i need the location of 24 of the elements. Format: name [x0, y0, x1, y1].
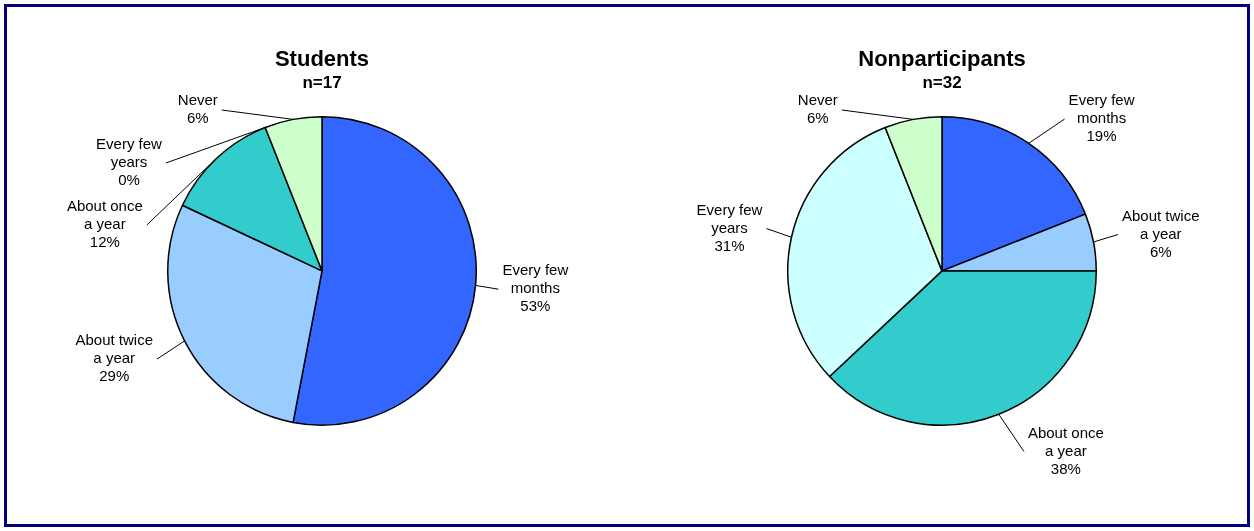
slice-label: About twice a year	[75, 331, 153, 367]
data-label: 53%	[520, 297, 551, 315]
data-label: 12%	[89, 233, 120, 251]
data-label: 29%	[99, 367, 130, 385]
slice-label: Never	[177, 91, 218, 109]
data-label: 6%	[1149, 242, 1172, 260]
chart-title: Nonparticipants	[858, 46, 1026, 72]
category-label: Every few years	[96, 135, 162, 171]
data-label: 38%	[1050, 459, 1081, 477]
slice-label: Every few months	[1068, 91, 1135, 127]
data-label: 31%	[714, 236, 745, 254]
chart-subtitle: n=32	[922, 73, 962, 93]
text: 0%	[118, 171, 140, 189]
data-label: 6%	[186, 109, 209, 127]
slice-label: Every few months	[502, 261, 569, 297]
chart-title: Students	[274, 46, 370, 72]
data-label: 19%	[1086, 127, 1117, 145]
slice-label: Every few years	[696, 200, 763, 236]
slice-label: About twice a year	[1121, 206, 1200, 242]
data-label: 6%	[806, 109, 829, 127]
chart-subtitle: n=17	[302, 73, 342, 93]
slice-label: Never	[797, 91, 838, 109]
slice-label: About once a year	[66, 197, 143, 233]
slice-label: About once a year	[1027, 423, 1104, 459]
